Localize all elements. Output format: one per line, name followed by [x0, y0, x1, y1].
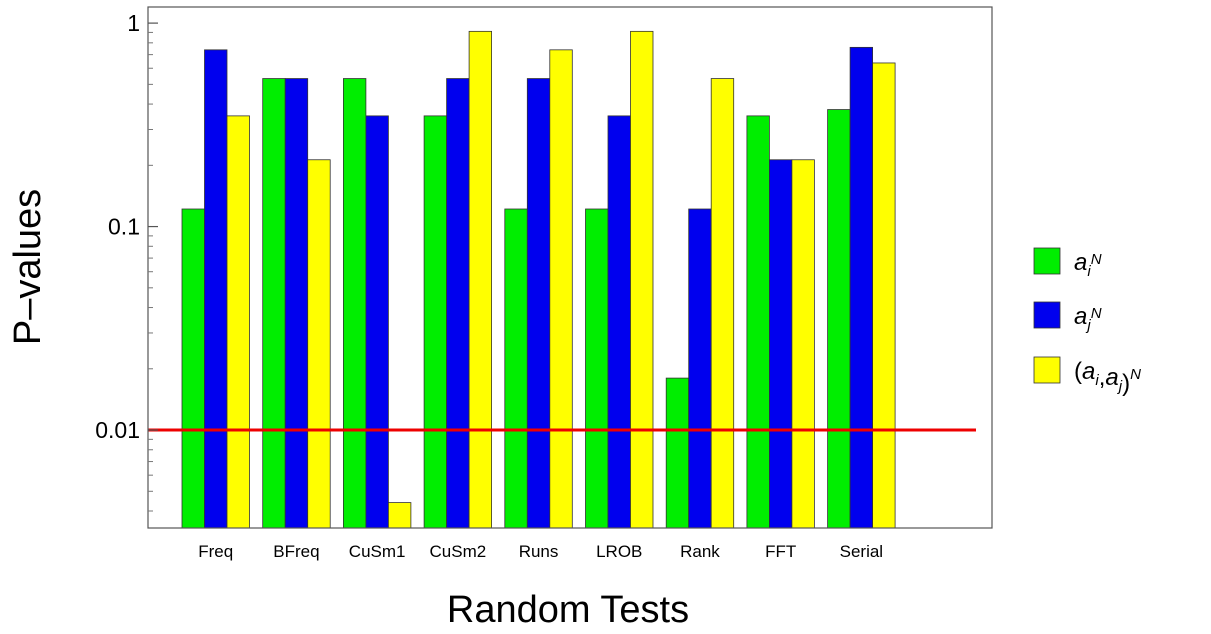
- bar-runs-series-3: [549, 49, 573, 529]
- x-tick-label-cusm2: CuSm2: [430, 542, 487, 561]
- bar-serial-series-2: [849, 46, 873, 529]
- y-axis-ticks: 1 0.1 0.01: [95, 10, 158, 512]
- x-axis-title: Random Tests: [447, 589, 689, 631]
- bar-fft-series-1: [746, 115, 770, 529]
- bar-serial-series-3: [872, 62, 896, 529]
- bar-lrob-series-1: [585, 208, 609, 529]
- bar-cusm2-series-2: [446, 78, 470, 529]
- x-tick-label-cusm1: CuSm1: [349, 542, 406, 561]
- x-tick-label-fft: FFT: [765, 542, 796, 561]
- bar-fft-series-2: [769, 159, 793, 529]
- plot-frame: [147, 6, 993, 529]
- x-tick-label-freq: Freq: [198, 542, 233, 561]
- bar-rank-series-3: [710, 78, 735, 529]
- bar-bfreq-series-2: [284, 78, 309, 529]
- bar-cusm2-series-3: [468, 30, 493, 529]
- bar-bfreq-series-3: [307, 159, 331, 529]
- legend-label-1: aiN: [1074, 249, 1102, 280]
- x-tick-label-lrob: LROB: [596, 542, 642, 561]
- bar-serial-series-1: [827, 109, 851, 529]
- x-axis-ticks: Freq BFreq CuSm1 CuSm2 Runs LROB Rank FFT Serial: [198, 542, 883, 561]
- bar-fft-series-3: [791, 159, 815, 529]
- y-tick-label: 1: [127, 10, 140, 36]
- legend: aiN ajN (ai,aj)N: [1033, 247, 1141, 397]
- legend-swatch-1: [1033, 247, 1061, 275]
- bar-lrob-series-2: [607, 115, 631, 529]
- y-axis-title: P–values: [7, 189, 49, 345]
- bar-cusm1-series-2: [365, 115, 389, 529]
- y-tick-label: 0.1: [108, 214, 140, 240]
- legend-swatch-2: [1033, 301, 1061, 329]
- bar-lrob-series-3: [630, 30, 654, 529]
- bar-runs-series-2: [526, 78, 551, 529]
- legend-label-2: ajN: [1074, 303, 1102, 334]
- bar-runs-series-1: [504, 208, 528, 529]
- bars-layer: [181, 30, 896, 529]
- bar-rank-series-1: [665, 377, 690, 529]
- x-tick-label-runs: Runs: [519, 542, 559, 561]
- legend-swatch-3: [1033, 356, 1061, 384]
- bar-cusm1-series-3: [387, 502, 412, 529]
- bar-freq-series-1: [181, 208, 205, 529]
- bar-freq-series-2: [204, 49, 228, 529]
- y-tick-label: 0.01: [95, 417, 140, 443]
- bar-cusm1-series-1: [342, 78, 367, 529]
- bar-bfreq-series-1: [262, 78, 286, 529]
- x-tick-label-bfreq: BFreq: [273, 542, 319, 561]
- bar-rank-series-2: [688, 208, 712, 529]
- bar-cusm2-series-1: [423, 115, 448, 529]
- x-tick-label-rank: Rank: [680, 542, 720, 561]
- bar-freq-series-3: [226, 115, 250, 529]
- legend-label-3: (ai,aj)N: [1074, 358, 1141, 397]
- x-tick-label-serial: Serial: [840, 542, 883, 561]
